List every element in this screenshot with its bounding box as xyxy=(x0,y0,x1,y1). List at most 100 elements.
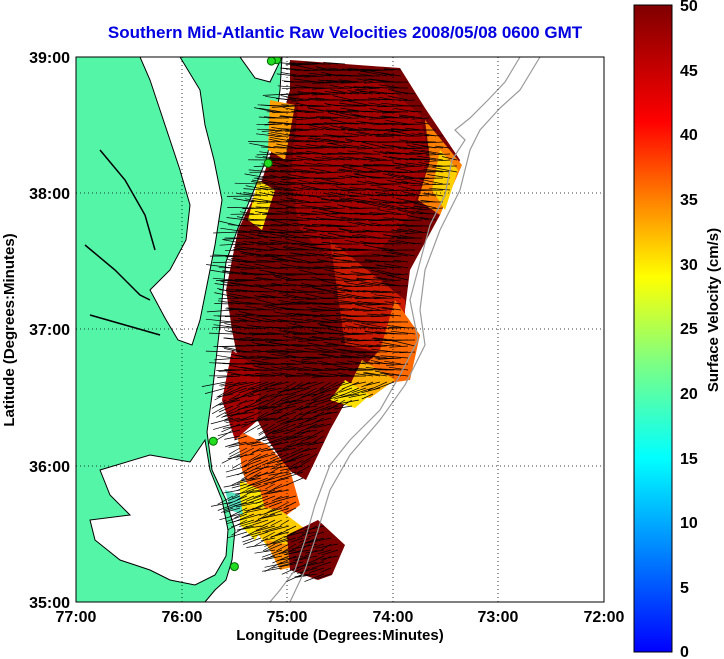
velocity-arrow xyxy=(255,299,276,305)
velocity-arrow xyxy=(338,168,360,173)
velocity-arrow xyxy=(237,233,255,239)
velocity-arrow xyxy=(286,417,311,423)
velocity-arrow xyxy=(296,405,311,411)
velocity-arrow xyxy=(368,345,388,348)
velocity-arrow xyxy=(252,387,276,392)
velocity-arrow xyxy=(274,187,290,191)
velocity-arrow xyxy=(278,299,304,305)
velocity-arrow xyxy=(257,243,283,246)
velocity-arrow xyxy=(332,381,346,388)
velocity-arrow xyxy=(374,294,402,299)
velocity-arrow xyxy=(326,284,353,287)
velocity-arrow xyxy=(293,555,311,561)
velocity-arrow xyxy=(280,72,304,77)
velocity-arrow xyxy=(231,483,248,489)
velocity-arrow xyxy=(414,121,430,125)
velocity-arrow xyxy=(288,256,311,263)
velocity-arrow xyxy=(403,147,430,150)
velocity-arrow xyxy=(432,166,458,173)
velocity-arrow xyxy=(226,326,255,329)
velocity-arrow xyxy=(359,326,381,329)
colorbar-tick-label: 45 xyxy=(680,63,698,80)
velocity-arrow xyxy=(302,366,325,371)
velocity-arrow xyxy=(254,284,269,287)
velocity-arrow xyxy=(314,137,339,143)
velocity-arrow xyxy=(236,417,255,422)
velocity-arrow xyxy=(259,186,283,191)
velocity-arrow xyxy=(254,549,276,554)
velocity-arrow xyxy=(280,417,297,425)
velocity-arrow xyxy=(376,265,402,269)
velocity-arrow xyxy=(421,146,444,149)
velocity-arrow xyxy=(283,549,311,555)
velocity-arrow xyxy=(314,156,339,161)
velocity-arrow xyxy=(361,393,374,400)
velocity-arrow xyxy=(228,447,241,455)
velocity-arrow xyxy=(406,141,430,144)
velocity-arrow xyxy=(274,276,290,281)
velocity-arrow xyxy=(330,119,353,125)
velocity-arrow xyxy=(270,531,290,538)
velocity-arrow xyxy=(351,332,374,335)
velocity-arrow xyxy=(219,381,234,386)
velocity-arrow xyxy=(254,471,276,477)
velocity-arrow xyxy=(266,284,283,287)
velocity-arrow xyxy=(361,122,388,125)
velocity-arrow xyxy=(299,447,318,453)
velocity-arrow xyxy=(231,525,248,536)
velocity-arrow xyxy=(300,213,325,216)
velocity-arrow xyxy=(233,198,255,203)
velocity-arrow xyxy=(236,483,255,491)
velocity-arrow xyxy=(226,471,248,478)
velocity-arrow xyxy=(312,159,332,161)
velocity-arrow xyxy=(227,288,248,293)
velocity-arrow xyxy=(379,72,402,77)
velocity-arrow xyxy=(393,259,409,263)
velocity-arrow xyxy=(277,387,304,393)
velocity-arrow xyxy=(238,263,262,269)
velocity-arrow xyxy=(269,381,290,387)
velocity-arrow xyxy=(273,537,297,545)
velocity-arrow xyxy=(216,387,234,398)
velocity-arrow xyxy=(338,102,360,107)
velocity-arrow xyxy=(402,219,423,222)
velocity-arrow xyxy=(299,399,318,411)
velocity-arrow xyxy=(216,354,234,359)
velocity-arrow xyxy=(326,344,353,347)
velocity-arrow xyxy=(380,355,409,359)
velocity-arrow xyxy=(354,297,381,299)
velocity-arrow xyxy=(396,237,423,239)
velocity-arrow xyxy=(373,129,395,132)
velocity-arrow xyxy=(331,91,360,95)
velocity-arrow xyxy=(301,243,325,245)
colorbar-label: Surface Velocity (cm/s) xyxy=(705,228,722,392)
velocity-arrow xyxy=(337,194,360,197)
velocity-arrow xyxy=(289,459,304,468)
velocity-arrow xyxy=(294,144,318,149)
velocity-arrow xyxy=(293,170,311,173)
velocity-arrow xyxy=(304,549,325,554)
velocity-arrow xyxy=(227,495,241,501)
velocity-arrow xyxy=(266,435,290,444)
velocity-arrow xyxy=(281,363,297,365)
velocity-arrow xyxy=(349,187,374,191)
velocity-arrow xyxy=(270,519,283,527)
velocity-arrow xyxy=(388,366,409,371)
velocity-arrow xyxy=(276,447,297,453)
velocity-arrow xyxy=(340,189,367,191)
velocity-arrow xyxy=(245,200,269,203)
velocity-arrow xyxy=(355,87,381,91)
velocity-arrow xyxy=(275,459,297,466)
velocity-arrow xyxy=(277,85,304,89)
velocity-arrow xyxy=(216,429,234,441)
velocity-arrow xyxy=(388,326,416,329)
velocity-arrow xyxy=(318,278,339,281)
velocity-arrow xyxy=(264,303,290,307)
velocity-arrow xyxy=(409,152,430,155)
velocity-arrow xyxy=(222,301,248,305)
velocity-arrow xyxy=(383,133,409,137)
river-1 xyxy=(99,149,156,251)
velocity-arrow xyxy=(297,339,325,342)
velocity-arrow xyxy=(315,417,332,423)
